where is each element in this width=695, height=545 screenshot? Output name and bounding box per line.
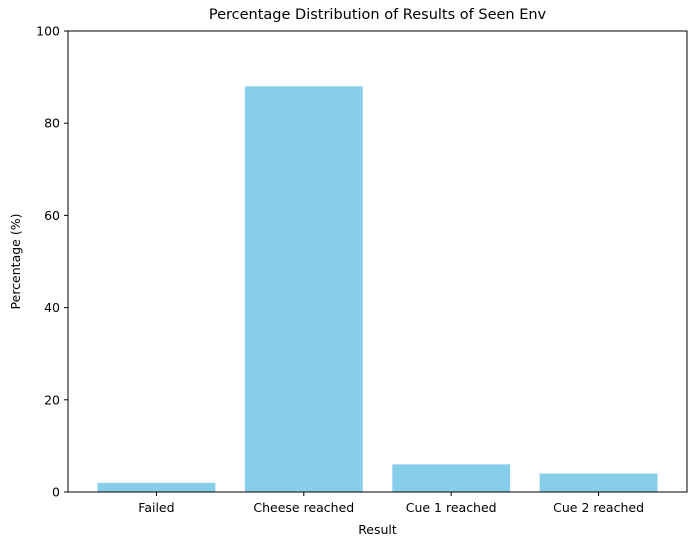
bar-cheese-reached xyxy=(244,86,363,492)
bar-cue-2-reached xyxy=(539,473,658,492)
x-tick-label: Failed xyxy=(138,500,174,515)
y-tick-label: 80 xyxy=(44,116,60,131)
bar-failed xyxy=(97,482,216,492)
y-tick-label: 0 xyxy=(52,485,60,500)
x-tick-label: Cue 1 reached xyxy=(406,500,497,515)
y-tick-label: 40 xyxy=(44,300,60,315)
y-tick-label: 100 xyxy=(36,24,60,39)
chart-title: Percentage Distribution of Results of Se… xyxy=(209,7,547,23)
y-axis-label: Percentage (%) xyxy=(8,214,23,310)
x-tick-label: Cheese reached xyxy=(253,500,354,515)
x-axis-label: Result xyxy=(358,522,397,537)
bar-cue-1-reached xyxy=(392,464,511,492)
bars-group xyxy=(97,86,658,492)
x-tick-label: Cue 2 reached xyxy=(553,500,644,515)
y-tick-label: 20 xyxy=(44,392,60,407)
plot-frame xyxy=(67,30,688,493)
x-axis-ticks: Failed Cheese reached Cue 1 reached Cue 2 r… xyxy=(138,492,644,515)
y-axis-ticks: 0 20 40 60 80 100 xyxy=(36,24,68,500)
y-tick-label: 60 xyxy=(44,208,60,223)
